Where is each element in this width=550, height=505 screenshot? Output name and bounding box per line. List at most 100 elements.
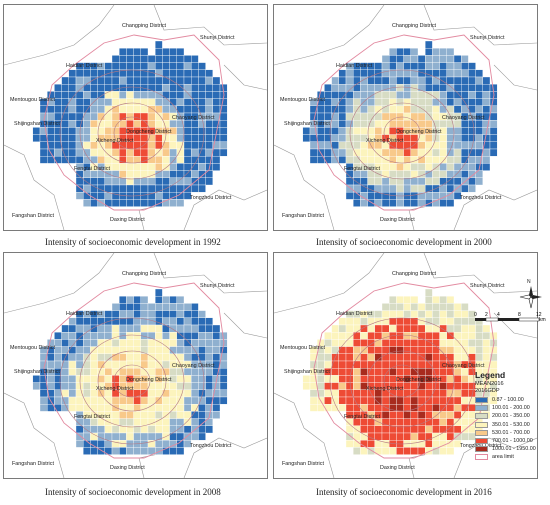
- grid-cell: [403, 120, 411, 128]
- grid-cell: [119, 76, 127, 85]
- grid-cell: [381, 440, 390, 448]
- grid-cell: [417, 432, 426, 441]
- grid-cell: [461, 389, 469, 398]
- grid-cell: [468, 105, 476, 114]
- grid-cell: [446, 324, 455, 333]
- grid-cell: [75, 120, 84, 128]
- grid-cell: [147, 55, 156, 63]
- grid-cell: [374, 432, 383, 441]
- grid-cell: [381, 177, 390, 186]
- grid-cell: [338, 332, 347, 340]
- grid-cell: [198, 310, 206, 318]
- legend: Legend MEAN2016 2016GDP 0.87 - 100.00 100…: [475, 370, 550, 462]
- grid-cell: [432, 425, 440, 434]
- grid-cell: [183, 134, 192, 142]
- grid-cell: [331, 375, 339, 383]
- grid-cell: [468, 332, 476, 340]
- map-panel-2008: Changping District Shunyi District Haidian…: [3, 252, 268, 479]
- grid-cell: [126, 404, 134, 412]
- grid-cell: [191, 396, 199, 405]
- grid-cell: [111, 404, 120, 412]
- grid-cell: [381, 91, 390, 99]
- grid-cell: [446, 310, 455, 318]
- grid-cell: [155, 192, 163, 200]
- grid-cell: [410, 177, 419, 186]
- grid-cell: [324, 148, 332, 157]
- grid-cell: [162, 156, 170, 164]
- grid-cell: [147, 120, 156, 128]
- grid-cell: [475, 339, 483, 347]
- grid-cell: [396, 404, 404, 412]
- grid-cell: [97, 375, 105, 383]
- grid-cell: [453, 55, 462, 63]
- grid-cell: [119, 432, 127, 441]
- district-label-fangshan: Fangshan District: [12, 213, 54, 219]
- grid-cell: [111, 184, 120, 193]
- grid-cell: [75, 192, 84, 200]
- grid-cell: [97, 127, 105, 135]
- grid-cell: [176, 84, 185, 92]
- grid-cell: [381, 332, 390, 340]
- grid-cell: [410, 141, 419, 150]
- grid-cell: [324, 98, 332, 106]
- grid-cell: [453, 105, 462, 114]
- grid-cell: [432, 360, 440, 369]
- grid-cell: [68, 134, 77, 142]
- grid-cell: [353, 120, 361, 128]
- grid-cell: [104, 310, 113, 318]
- grid-cell: [119, 411, 127, 419]
- map-grid-2016: [274, 253, 537, 478]
- grid-cell: [461, 105, 469, 114]
- grid-cell: [162, 192, 170, 200]
- grid-cell: [90, 148, 98, 157]
- grid-cell: [155, 382, 163, 390]
- grid-cell: [219, 382, 228, 390]
- grid-cell: [309, 148, 318, 157]
- grid-cell: [205, 84, 213, 92]
- grid-cell: [162, 303, 170, 311]
- caption-1992: Intensity of socioeconomic development i…: [45, 237, 221, 247]
- grid-cell: [104, 346, 113, 354]
- grid-cell: [191, 69, 199, 78]
- grid-cell: [147, 411, 156, 419]
- grid-cell: [111, 332, 120, 340]
- grid-cell: [75, 105, 84, 114]
- grid-cell: [198, 339, 206, 347]
- grid-cell: [126, 48, 134, 56]
- grid-cell: [381, 62, 390, 70]
- grid-cell: [90, 396, 98, 405]
- grid-cell: [176, 91, 185, 99]
- grid-cell: [83, 127, 91, 135]
- grid-cell: [432, 332, 440, 340]
- district-label-haidian: Haidian District: [66, 63, 103, 69]
- grid-cell: [338, 98, 347, 106]
- grid-cell: [133, 346, 141, 354]
- grid-cell: [396, 303, 404, 311]
- grid-cell: [183, 98, 192, 106]
- grid-cell: [439, 148, 447, 157]
- grid-cell: [133, 170, 141, 178]
- grid-cell: [198, 69, 206, 78]
- district-label-xicheng: Xicheng District: [366, 386, 404, 392]
- grid-cell: [403, 324, 411, 333]
- grid-cell: [381, 84, 390, 92]
- grid-cell: [205, 91, 213, 99]
- grid-cell: [403, 310, 411, 318]
- district-label-tongzhou: Tongzhou District: [460, 443, 502, 449]
- grid-cell: [403, 296, 411, 304]
- grid-cell: [133, 303, 141, 311]
- grid-cell: [155, 55, 163, 63]
- grid-cell: [104, 156, 113, 164]
- grid-cell: [403, 141, 411, 150]
- grid-cell: [111, 112, 120, 121]
- grid-cell: [61, 332, 69, 340]
- grid-cell: [453, 382, 462, 390]
- grid-cell: [68, 346, 77, 354]
- grid-cell: [191, 332, 199, 340]
- grid-cell: [353, 76, 361, 85]
- grid-cell: [410, 170, 419, 178]
- grid-cell: [183, 148, 192, 157]
- grid-cell: [191, 76, 199, 85]
- grid-cell: [133, 141, 141, 150]
- grid-cells: [32, 288, 228, 455]
